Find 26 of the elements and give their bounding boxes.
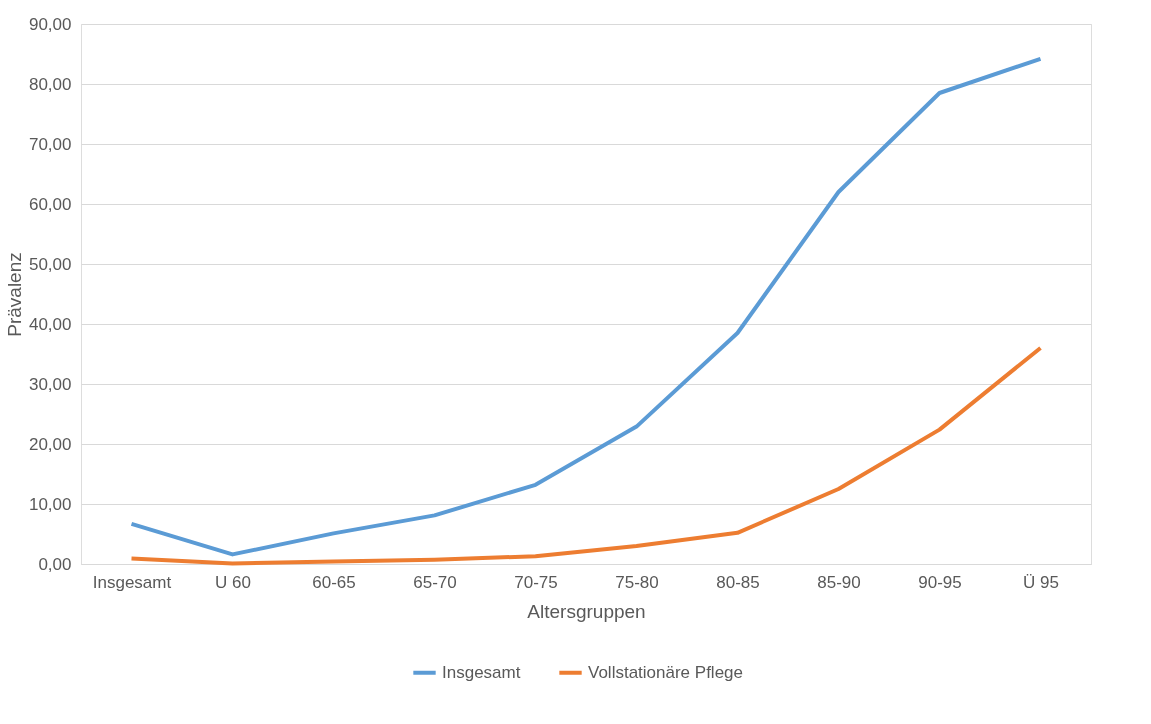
line-series	[129, 346, 1043, 566]
y-tick-label: 90,00	[28, 14, 72, 34]
y-axis-title: Prävalenz	[3, 252, 25, 337]
x-tick-label: Ü 95	[1023, 572, 1059, 592]
x-tick-label: 65-70	[413, 572, 457, 592]
y-tick-label: 80,00	[28, 74, 72, 94]
y-tick-label: 70,00	[28, 134, 72, 154]
y-tick-label: 60,00	[28, 194, 72, 214]
x-tick-label: 75-80	[615, 572, 659, 592]
x-tick-label: 60-65	[312, 572, 356, 592]
x-tick-label: 80-85	[716, 572, 760, 592]
y-tick-label: 10,00	[28, 494, 72, 514]
x-tick-label: 90-95	[918, 572, 962, 592]
y-tick-label: 50,00	[28, 254, 72, 274]
y-tick-label: 40,00	[28, 314, 72, 334]
x-tick-label: 85-90	[817, 572, 861, 592]
legend-label: Insgesamt	[442, 662, 521, 682]
y-tick-label: 30,00	[28, 374, 72, 394]
legend-label: Vollstationäre Pflege	[588, 662, 743, 682]
x-tick-label: U 60	[215, 572, 251, 592]
y-tick-label: 20,00	[28, 434, 72, 454]
line-series	[129, 56, 1043, 557]
x-tick-label: 70-75	[514, 572, 558, 592]
x-axis-title: Altersgruppen	[527, 600, 646, 622]
y-tick-label: 0,00	[38, 554, 72, 574]
x-tick-label: Insgesamt	[92, 572, 172, 592]
